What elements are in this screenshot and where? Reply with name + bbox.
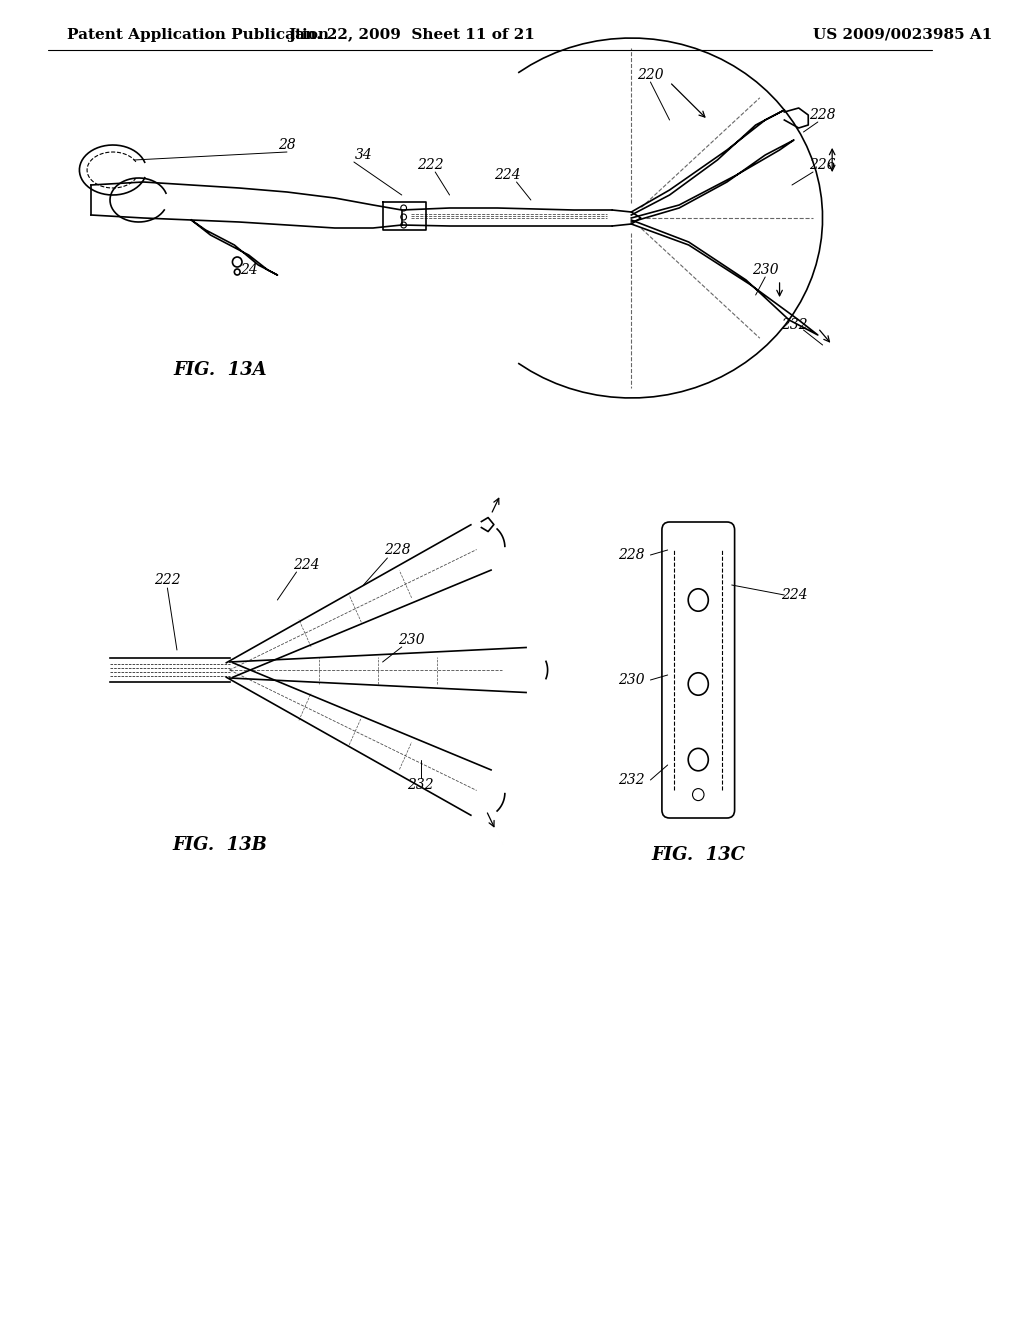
Text: FIG.  13B: FIG. 13B — [173, 836, 267, 854]
Text: 224: 224 — [780, 587, 807, 602]
Text: 222: 222 — [154, 573, 180, 587]
Text: 28: 28 — [279, 139, 296, 152]
Text: 228: 228 — [384, 543, 411, 557]
Text: 228: 228 — [809, 108, 836, 121]
Text: Patent Application Publication: Patent Application Publication — [67, 28, 329, 42]
Text: FIG.  13A: FIG. 13A — [173, 360, 267, 379]
Text: 224: 224 — [494, 168, 520, 182]
Text: 232: 232 — [408, 777, 434, 792]
Text: 226: 226 — [809, 158, 836, 172]
Text: 230: 230 — [398, 634, 425, 647]
Text: 230: 230 — [618, 673, 645, 686]
Text: 228: 228 — [618, 548, 645, 562]
Text: 34: 34 — [354, 148, 373, 162]
Text: 232: 232 — [618, 774, 645, 787]
Text: 224: 224 — [293, 558, 319, 572]
Text: 232: 232 — [780, 318, 807, 333]
Text: US 2009/0023985 A1: US 2009/0023985 A1 — [813, 28, 992, 42]
Text: 220: 220 — [637, 69, 664, 82]
Text: 222: 222 — [417, 158, 443, 172]
Text: FIG.  13C: FIG. 13C — [651, 846, 745, 865]
Text: 24: 24 — [240, 263, 258, 277]
Text: 230: 230 — [752, 263, 778, 277]
Text: Jan. 22, 2009  Sheet 11 of 21: Jan. 22, 2009 Sheet 11 of 21 — [288, 28, 535, 42]
